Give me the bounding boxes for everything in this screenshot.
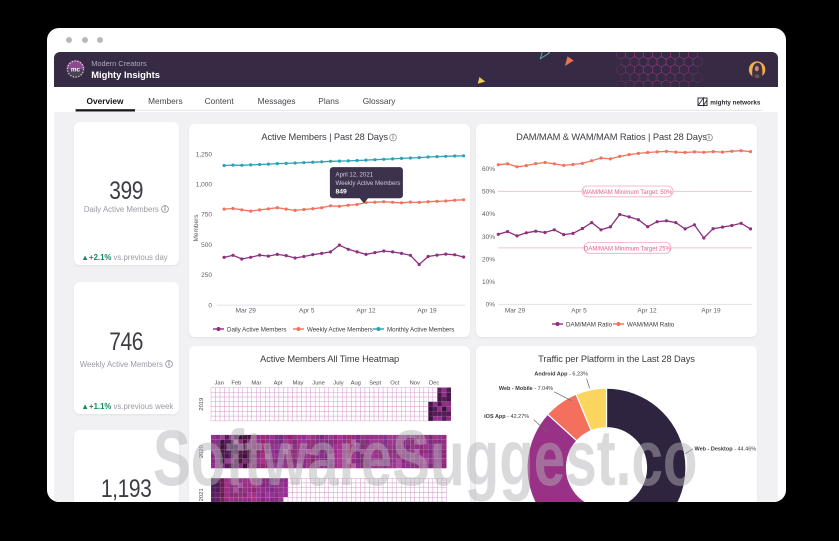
svg-text:Dec: Dec: [429, 381, 439, 387]
svg-text:June: June: [313, 381, 326, 387]
svg-text:Web - Mobile - 7.04%: Web - Mobile - 7.04%: [499, 386, 553, 392]
svg-text:Apr 5: Apr 5: [571, 307, 587, 314]
svg-text:10%: 10%: [482, 279, 495, 286]
svg-text:DAM/MAM Ratio: DAM/MAM Ratio: [566, 321, 613, 328]
svg-text:Sept: Sept: [370, 381, 382, 387]
svg-text:DAM/MAM Minimum Target 25%: DAM/MAM Minimum Target 25%: [584, 246, 672, 252]
svg-text:1,250: 1,250: [196, 151, 213, 158]
svg-text:Web - Desktop - 44.46%: Web - Desktop - 44.46%: [695, 446, 757, 452]
svg-text:60%: 60%: [482, 166, 495, 173]
svg-text:Daily Active Members: Daily Active Members: [227, 326, 287, 333]
svg-text:Android App - 6.23%: Android App - 6.23%: [534, 372, 588, 378]
svg-text:Apr 5: Apr 5: [299, 307, 315, 314]
svg-text:40%: 40%: [482, 211, 495, 218]
svg-text:mc: mc: [70, 67, 80, 74]
svg-text:Apr 19: Apr 19: [701, 307, 721, 314]
svg-text:Mar: Mar: [252, 381, 262, 387]
svg-text:Jan: Jan: [215, 381, 224, 387]
svg-text:Weekly Active Members: Weekly Active Members: [307, 326, 373, 333]
svg-text:Members: Members: [193, 214, 200, 242]
svg-text:Apr 19: Apr 19: [418, 307, 438, 314]
svg-text:Oct: Oct: [391, 381, 400, 387]
svg-text:2021: 2021: [199, 488, 205, 501]
svg-text:0%: 0%: [486, 301, 496, 308]
svg-text:Aug: Aug: [351, 381, 361, 387]
svg-text:0: 0: [209, 302, 213, 309]
svg-text:2020: 2020: [199, 445, 205, 458]
svg-text:WAM/MAM Minimum Target: 50%: WAM/MAM Minimum Target: 50%: [583, 190, 673, 196]
svg-text:2019: 2019: [199, 398, 205, 411]
svg-text:Apr 12: Apr 12: [357, 307, 377, 314]
svg-text:Feb: Feb: [232, 381, 242, 387]
svg-text:April 12, 2021: April 12, 2021: [336, 171, 374, 178]
svg-text:500: 500: [202, 242, 213, 249]
svg-text:Apr 12: Apr 12: [637, 307, 657, 314]
svg-text:iOS App - 42.27%: iOS App - 42.27%: [484, 414, 529, 420]
svg-text:Monthly Active Members: Monthly Active Members: [387, 326, 454, 333]
svg-text:Apr: Apr: [274, 381, 283, 387]
svg-text:30%: 30%: [482, 234, 495, 241]
svg-text:Mar 29: Mar 29: [505, 307, 526, 314]
svg-text:Nov: Nov: [410, 381, 420, 387]
svg-text:Mighty Insights: Mighty Insights: [91, 69, 160, 80]
svg-text:50%: 50%: [482, 188, 495, 195]
svg-text:mighty networks: mighty networks: [710, 100, 761, 107]
svg-text:1,000: 1,000: [196, 181, 213, 188]
svg-text:Modern Creators: Modern Creators: [91, 59, 147, 68]
svg-text:750: 750: [202, 212, 213, 219]
svg-text:Weekly Active Members: Weekly Active Members: [336, 180, 401, 187]
svg-text:May: May: [293, 381, 304, 387]
svg-text:Mar 29: Mar 29: [236, 307, 257, 314]
svg-text:250: 250: [202, 272, 213, 279]
svg-text:849: 849: [336, 188, 348, 195]
svg-text:WAM/MAM Ratio: WAM/MAM Ratio: [627, 321, 675, 328]
svg-text:July: July: [334, 381, 344, 387]
svg-text:20%: 20%: [482, 256, 495, 263]
